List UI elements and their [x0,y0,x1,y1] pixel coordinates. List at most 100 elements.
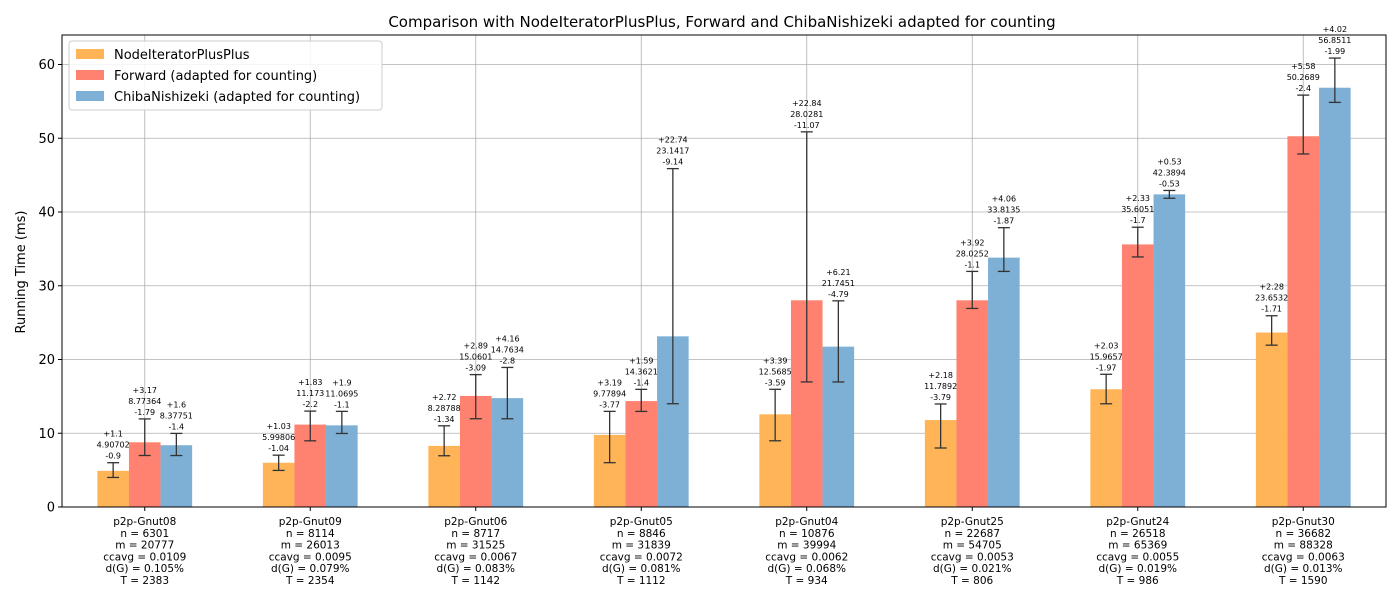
error-minus-label: -3.79 [930,393,951,402]
x-tick-label: p2p-Gnut30 n = 36682 m = 88328 ccavg = 0.00… [1262,516,1345,587]
legend-box [68,40,383,111]
error-minus-label: -1.1 [964,260,980,269]
error-value-label: 4.90702 [97,441,130,450]
error-bar [438,425,451,457]
legend-label: NodeIteratorPlusPlus [114,48,250,63]
error-plus-label: +5.58 [1291,62,1316,71]
legend-swatch [76,49,104,59]
x-tick-label: p2p-Gnut25 n = 22687 m = 54705 ccavg = 0.00… [931,516,1014,587]
error-plus-label: +1.59 [629,356,654,365]
error-bar [934,403,947,449]
error-minus-label: -2.8 [500,356,516,365]
legend-label: ChibaNishizeki (adapted for counting) [114,90,360,105]
x-tick-label-line: p2p-Gnut05 [610,516,673,528]
error-bars [107,57,1341,479]
error-bar [1100,373,1113,405]
error-minus-label: -1.87 [993,217,1014,226]
error-plus-label: +1.03 [266,422,291,431]
x-tick-label-line: m = 65369 [1108,540,1167,552]
error-value-label: 8.37751 [160,411,193,420]
error-bar [1297,94,1310,155]
error-value-label: 33.8135 [987,206,1020,215]
error-plus-label: +2.03 [1094,341,1119,350]
x-tick-label-line: T = 1590 [1278,575,1328,587]
error-bar [769,388,782,442]
error-plus-label: +2.18 [928,371,953,380]
x-tick-label-line: n = 8717 [451,528,500,540]
x-tick-label-line: ccavg = 0.0072 [600,551,683,563]
x-tick-label: p2p-Gnut06 n = 8717 m = 31525 ccavg = 0.006… [434,516,517,587]
error-bar [1265,315,1278,346]
error-bar [107,462,120,479]
error-plus-label: +3.92 [960,238,985,247]
x-tick-label-line: n = 10876 [779,528,835,540]
error-value-label: 12.5685 [759,367,792,376]
bar [1153,194,1186,507]
x-tick-label-line: T = 934 [785,575,828,587]
x-tick-label-line: d(G) = 0.079% [271,563,350,575]
error-bar [272,454,285,472]
error-minus-label: -1.34 [434,415,455,424]
error-bar [800,131,813,383]
x-tick-label-line: n = 6301 [120,528,169,540]
error-plus-label: +4.16 [495,334,520,343]
x-tick-label-line: T = 1142 [450,575,500,587]
x-tick-label-line: ccavg = 0.0055 [1096,551,1179,563]
error-minus-label: -3.09 [465,364,486,373]
x-tick-label-line: n = 36682 [1275,528,1331,540]
error-value-label: 23.1417 [656,147,689,156]
error-value-label: 11.7892 [924,382,957,391]
y-tick-label: 40 [38,206,55,221]
error-minus-label: -1.71 [1261,305,1282,314]
error-minus-label: -1.7 [1130,216,1146,225]
error-minus-label: -0.9 [105,452,121,461]
x-tick-label-line: p2p-Gnut08 [113,516,176,528]
error-value-label: 8.77364 [128,397,161,406]
bar [1319,87,1351,507]
error-bar [501,366,514,420]
y-axis-label: Running Time (ms) [14,211,29,334]
x-tick-label-line: d(G) = 0.068% [767,563,846,575]
error-plus-label: +4.06 [992,195,1017,204]
x-tick-label-line: m = 31839 [612,540,671,552]
x-tick-label-line: m = 31525 [446,540,505,552]
error-bar [1163,189,1176,199]
x-tick-label-line: p2p-Gnut30 [1272,516,1335,528]
x-tick-label-line: n = 8114 [286,528,335,540]
error-bar [832,300,845,383]
x-tick-label-line: ccavg = 0.0109 [103,551,186,563]
error-value-label: 21.7451 [822,279,855,288]
error-plus-label: +22.74 [658,136,688,145]
x-tick-label-line: d(G) = 0.083% [436,563,515,575]
bar [988,257,1020,507]
error-bar [635,388,648,413]
error-minus-label: -0.53 [1159,179,1180,188]
error-value-label: 15.0601 [459,353,492,362]
bar [1287,136,1320,508]
error-plus-label: +22.84 [792,99,822,108]
x-tick-label-line: m = 88328 [1274,540,1333,552]
error-value-label: 11.173 [296,389,324,398]
x-tick-label-line: p2p-Gnut04 [775,516,838,528]
error-value-label: 28.0281 [790,110,823,119]
error-bar [603,410,616,464]
plot-frame [61,34,1387,508]
error-plus-label: +1.9 [332,378,351,387]
x-tick-label: p2p-Gnut09 n = 8114 m = 26013 ccavg = 0.009… [269,516,352,587]
x-tick-label-line: d(G) = 0.013% [1264,563,1343,575]
error-minus-label: -1.4 [633,378,649,387]
bar [1255,332,1288,507]
x-tick-label-line: n = 22687 [944,528,1000,540]
error-value-label: 11.0695 [325,389,358,398]
bar [1090,389,1122,507]
x-tick-label-line: n = 26518 [1110,528,1166,540]
error-plus-label: +3.39 [763,356,788,365]
x-tick-label-line: m = 39994 [777,540,836,552]
error-value-label: 42.3894 [1153,168,1186,177]
error-plus-label: +2.72 [432,393,457,402]
x-tick-label-line: T = 986 [1116,575,1159,587]
error-bar [997,227,1010,273]
error-minus-label: -1.97 [1096,363,1117,372]
error-bar [170,432,183,457]
